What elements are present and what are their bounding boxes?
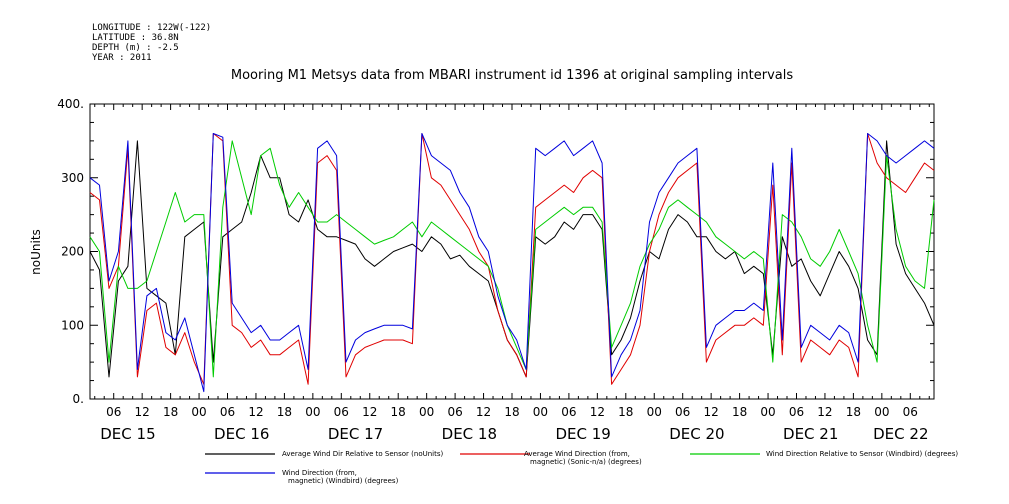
x-tick-label: 00 xyxy=(533,405,548,419)
legend-label-3: Wind Direction Relative to Sensor (Windb… xyxy=(766,450,958,458)
series-line-2 xyxy=(89,133,935,385)
y-tick-label: 200 xyxy=(61,245,84,259)
x-tick-label: 00 xyxy=(305,405,320,419)
series-line-3 xyxy=(89,140,935,378)
x-tick-label: 00 xyxy=(191,405,206,419)
y-axis-label: noUnits xyxy=(29,229,43,275)
x-tick-label: 06 xyxy=(447,405,462,419)
legend-label-1: Average Wind Dir Relative to Sensor (noU… xyxy=(282,450,443,458)
chart-title: Mooring M1 Metsys data from MBARI instru… xyxy=(231,68,793,83)
axes: 06 12 18 00 06 12 18 00 06 12 18 00 06 12 18 00 06 12 18 00… xyxy=(57,97,935,443)
legend-label-4: magnetic) (Windbird) (degrees) xyxy=(288,477,399,485)
x-tick-label: 06 xyxy=(789,405,804,419)
legend-label-4: Wind Direction (from, xyxy=(282,469,357,477)
x-tick-label: 12 xyxy=(362,405,377,419)
x-tick-label: 00 xyxy=(647,405,662,419)
x-tick-label: 12 xyxy=(135,405,150,419)
x-day-label: DEC 17 xyxy=(328,425,383,443)
x-tick-label: 00 xyxy=(760,405,775,419)
meta-longitude: LONGITUDE : 122W(-122) xyxy=(92,23,211,33)
y-tick-label: 400. xyxy=(57,97,84,111)
x-tick-label: 06 xyxy=(561,405,576,419)
legend-label-2: Average Wind Direction (from, xyxy=(524,450,630,458)
x-day-label: DEC 16 xyxy=(214,425,269,443)
x-tick-label: 00 xyxy=(419,405,434,419)
x-day-label: DEC 19 xyxy=(555,425,610,443)
x-tick-label: 18 xyxy=(732,405,747,419)
legend: Average Wind Dir Relative to Sensor (noU… xyxy=(205,450,958,485)
meta-latitude: LATITUDE : 36.8N xyxy=(92,33,179,43)
x-day-label: DEC 20 xyxy=(669,425,724,443)
series-line-4 xyxy=(89,133,935,393)
x-tick-label: 18 xyxy=(846,405,861,419)
x-tick-label: 18 xyxy=(277,405,292,419)
x-day-label: DEC 18 xyxy=(442,425,497,443)
x-tick-label: 12 xyxy=(817,405,832,419)
y-tick-label: 300 xyxy=(61,171,84,185)
x-tick-label: 18 xyxy=(391,405,406,419)
y-tick-label: 100 xyxy=(61,318,84,332)
x-tick-label: 06 xyxy=(903,405,918,419)
x-tick-label: 06 xyxy=(675,405,690,419)
series-line-1 xyxy=(89,140,935,378)
header-meta: LONGITUDE : 122W(-122) LATITUDE : 36.8N … xyxy=(92,23,211,63)
x-tick-label: 06 xyxy=(106,405,121,419)
x-tick-label: 18 xyxy=(618,405,633,419)
x-tick-label: 06 xyxy=(334,405,349,419)
y-tick-label: 0. xyxy=(73,392,84,406)
x-day-label: DEC 22 xyxy=(873,425,928,443)
x-day-label: DEC 15 xyxy=(100,425,155,443)
meta-year: YEAR : 2011 xyxy=(92,53,152,63)
meta-depth: DEPTH (m) : -2.5 xyxy=(92,43,179,53)
x-tick-label: 12 xyxy=(704,405,719,419)
x-day-label: DEC 21 xyxy=(783,425,838,443)
legend-label-2: magnetic) (Sonic-n/a) (degrees) xyxy=(530,458,642,466)
plot-lines xyxy=(89,133,935,393)
x-tick-label: 06 xyxy=(220,405,235,419)
x-tick-label: 12 xyxy=(248,405,263,419)
x-tick-label: 18 xyxy=(163,405,178,419)
x-tick-label: 12 xyxy=(590,405,605,419)
x-tick-label: 12 xyxy=(476,405,491,419)
x-tick-label: 00 xyxy=(874,405,889,419)
x-tick-label: 18 xyxy=(504,405,519,419)
